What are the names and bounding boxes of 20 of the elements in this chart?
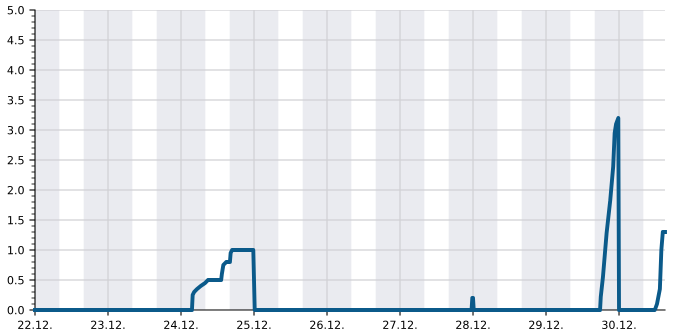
x-tick-label: 27.12. bbox=[383, 320, 416, 329]
y-tick-label: 3.5 bbox=[8, 96, 24, 104]
y-tick-label: 1.0 bbox=[8, 246, 24, 254]
x-tick-label: 28.12. bbox=[456, 320, 490, 330]
x-tick-label: 29.12. bbox=[529, 320, 562, 330]
y-tick-label: 5.0 bbox=[8, 6, 24, 14]
x-tick-label: 25.12. bbox=[237, 320, 270, 330]
y-tick-label: 1.5 bbox=[8, 216, 24, 224]
y-tick-label: 0.0 bbox=[8, 306, 24, 314]
y-tick-label: 2.5 bbox=[8, 156, 24, 164]
x-tick-label: 24.12. bbox=[164, 320, 198, 329]
y-tick-label: 0.5 bbox=[8, 276, 24, 284]
y-tick-label: 4.5 bbox=[7, 36, 24, 44]
y-tick-label: 3.0 bbox=[8, 126, 24, 134]
y-tick-label: 4.0 bbox=[7, 66, 24, 74]
x-tick-label: 30.12. bbox=[602, 320, 636, 330]
y-tick-label: 2.0 bbox=[8, 186, 24, 194]
x-tick-label: 23.12. bbox=[91, 320, 124, 330]
x-tick-label: 26.12. bbox=[310, 320, 344, 330]
x-tick-label: 22.12. bbox=[18, 320, 52, 329]
